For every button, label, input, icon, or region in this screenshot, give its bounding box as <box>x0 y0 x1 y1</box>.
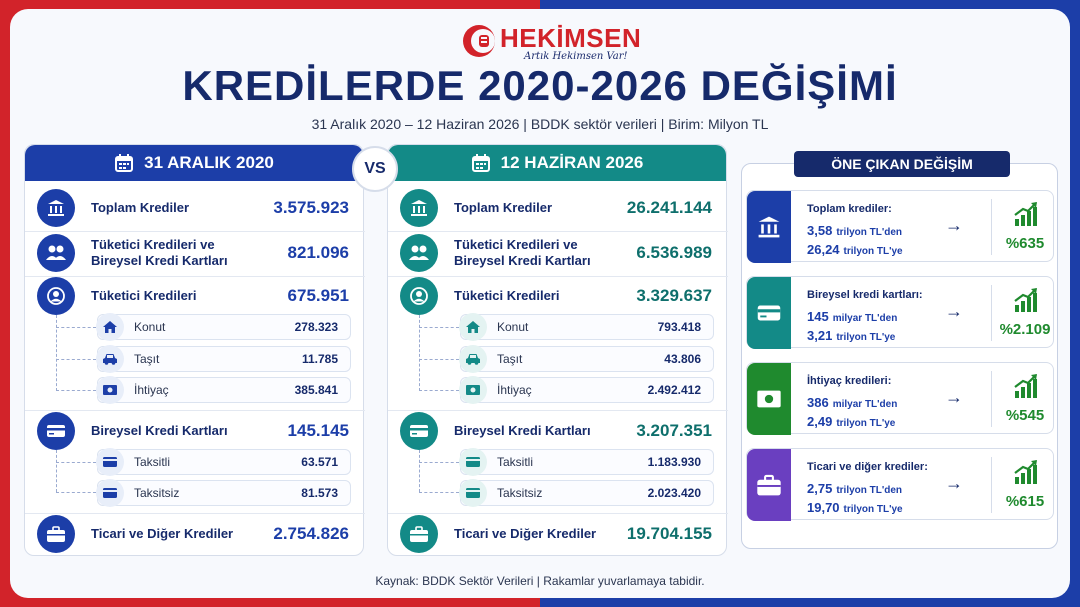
sub-row-ihtiyac: İhtiyaç 385.841 <box>96 376 351 404</box>
row-credit-cards: Bireysel Kredi Kartları 145.145 <box>25 412 365 450</box>
growth-chart-icon <box>1014 202 1037 226</box>
row-value: 3.575.923 <box>273 198 349 217</box>
card-icon <box>37 412 75 450</box>
row-commercial-loans: Ticari ve Diğer Krediler 2.754.826 <box>25 515 365 553</box>
row-label: Tüketici Kredileri ve Bireysel Kredi Kart… <box>454 237 591 268</box>
row-label: Bireysel Kredi Kartları <box>454 423 591 438</box>
row-value: 145.145 <box>287 421 349 440</box>
panel-date-2026: 12 HAZİRAN 2026 <box>500 153 644 172</box>
row-label: Toplam Krediler <box>91 200 190 215</box>
row-value: 3.207.351 <box>636 421 712 440</box>
calendar-icon <box>115 154 134 172</box>
panel-header-2026: 12 HAZİRAN 2026 <box>388 145 726 181</box>
car-icon <box>96 345 124 373</box>
sub-row-konut: Konut 278.323 <box>96 313 351 341</box>
panel-2020: 31 ARALIK 2020 Toplam Krediler 3.575.923… <box>24 144 365 556</box>
panel-header-2020: 31 ARALIK 2020 <box>25 145 363 181</box>
user-icon <box>37 277 75 315</box>
people-icon <box>400 234 438 272</box>
arrow-right-icon: → <box>945 301 963 321</box>
cash-icon <box>96 376 124 404</box>
row-total-loans: Toplam Krediler 3.575.923 <box>25 189 365 227</box>
row-label: Tüketici Kredileri <box>91 288 197 303</box>
highlights-header: ÖNE ÇIKAN DEĞİŞİM <box>794 151 1010 177</box>
percent-change: %545 <box>1005 407 1045 424</box>
briefcase-icon <box>400 515 438 553</box>
highlight-commercial-loans: Ticari ve diğer krediler: 2,75 trilyon TL… <box>746 448 1054 521</box>
arrow-right-icon: → <box>945 473 963 493</box>
sub-row-taksitsiz: Taksitsiz 81.573 <box>96 479 351 507</box>
row-credit-cards: Bireysel Kredi Kartları 3.207.351 <box>388 412 728 450</box>
row-label: Tüketici Kredileri <box>454 288 560 303</box>
bank-icon <box>400 189 438 227</box>
calendar-icon <box>471 154 490 172</box>
row-value: 3.329.637 <box>636 286 712 305</box>
brand-text: HEKİMSEN Artık Hekimsen Var! <box>500 23 642 62</box>
cash-icon <box>747 363 791 435</box>
card-icon <box>459 448 487 476</box>
source-footer: Kaynak: BDDK Sektör Verileri | Rakamlar … <box>375 574 705 588</box>
arrow-right-icon: → <box>945 215 963 235</box>
bank-icon <box>747 191 791 263</box>
people-icon <box>37 234 75 272</box>
crescent-fist-icon <box>463 25 495 57</box>
brand-logo: HEKİMSEN Artık Hekimsen Var! <box>462 16 641 66</box>
sub-row-taksitli: Taksitli 63.571 <box>96 448 351 476</box>
row-value: 675.951 <box>287 286 349 305</box>
row-consumer-loans: Tüketici Kredileri 3.329.637 <box>388 277 728 315</box>
percent-change: %635 <box>1005 235 1045 252</box>
user-icon <box>400 277 438 315</box>
row-value: 2.754.826 <box>273 524 349 543</box>
sub-row-taksitsiz: Taksitsiz 2.023.420 <box>459 479 714 507</box>
row-value: 821.096 <box>287 243 349 262</box>
sub-row-ihtiyac: İhtiyaç 2.492.412 <box>459 376 714 404</box>
highlight-need-loans: İhtiyaç kredileri: 386 milyar TL'den 2,49… <box>746 362 1054 435</box>
house-icon <box>96 313 124 341</box>
row-consumer-and-cards: Tüketici Kredileri ve Bireysel Kredi Kart… <box>388 233 728 273</box>
percent-change: %615 <box>1005 493 1045 510</box>
row-label: Ticari ve Diğer Krediler <box>91 526 234 541</box>
growth-chart-icon <box>1014 288 1037 312</box>
panel-date-2020: 31 ARALIK 2020 <box>144 153 274 172</box>
highlight-total-loans: Toplam krediler: 3,58 trilyon TL'den 26,2… <box>746 190 1054 263</box>
row-label: Toplam Krediler <box>454 200 553 215</box>
row-value: 26.241.144 <box>626 198 712 217</box>
sub-row-taksitli: Taksitli 1.183.930 <box>459 448 714 476</box>
growth-chart-icon <box>1014 374 1037 398</box>
row-label: Ticari ve Diğer Krediler <box>454 526 597 541</box>
panel-2026: 12 HAZİRAN 2026 Toplam Krediler 26.241.1… <box>387 144 728 556</box>
highlight-credit-cards: Bireysel kredi kartları: 145 milyar TL'de… <box>746 276 1054 349</box>
bank-icon <box>37 189 75 227</box>
briefcase-icon <box>37 515 75 553</box>
card-icon <box>96 479 124 507</box>
sub-row-tasit: Taşıt 11.785 <box>96 345 351 373</box>
card-icon <box>96 448 124 476</box>
row-label: Tüketici Kredileri ve Bireysel Kredi Kart… <box>91 237 228 268</box>
row-consumer-loans: Tüketici Kredileri 675.951 <box>25 277 365 315</box>
row-commercial-loans: Ticari ve Diğer Krediler 19.704.155 <box>388 515 728 553</box>
sub-row-konut: Konut 793.418 <box>459 313 714 341</box>
briefcase-icon <box>747 449 791 521</box>
page-title: KREDİLERDE 2020-2026 DEĞİŞİMİ <box>182 62 898 109</box>
percent-change: %2.109 <box>999 321 1051 338</box>
row-consumer-and-cards: Tüketici Kredileri ve Bireysel Kredi Kart… <box>25 233 365 273</box>
page-subtitle: 31 Aralık 2020 – 12 Haziran 2026 | BDDK … <box>311 116 769 132</box>
vs-badge: VS <box>352 146 398 192</box>
card-icon <box>459 479 487 507</box>
brand-name: HEKİMSEN <box>500 23 642 53</box>
row-value: 6.536.989 <box>636 243 712 262</box>
brand-slogan: Artık Hekimsen Var! <box>524 51 628 62</box>
arrow-right-icon: → <box>945 387 963 407</box>
card-icon <box>400 412 438 450</box>
cash-icon <box>459 376 487 404</box>
house-icon <box>459 313 487 341</box>
row-label: Bireysel Kredi Kartları <box>91 423 228 438</box>
row-value: 19.704.155 <box>626 524 712 543</box>
card-icon <box>747 277 791 349</box>
sub-row-tasit: Taşıt 43.806 <box>459 345 714 373</box>
car-icon <box>459 345 487 373</box>
growth-chart-icon <box>1014 460 1037 484</box>
row-total-loans: Toplam Krediler 26.241.144 <box>388 189 728 227</box>
